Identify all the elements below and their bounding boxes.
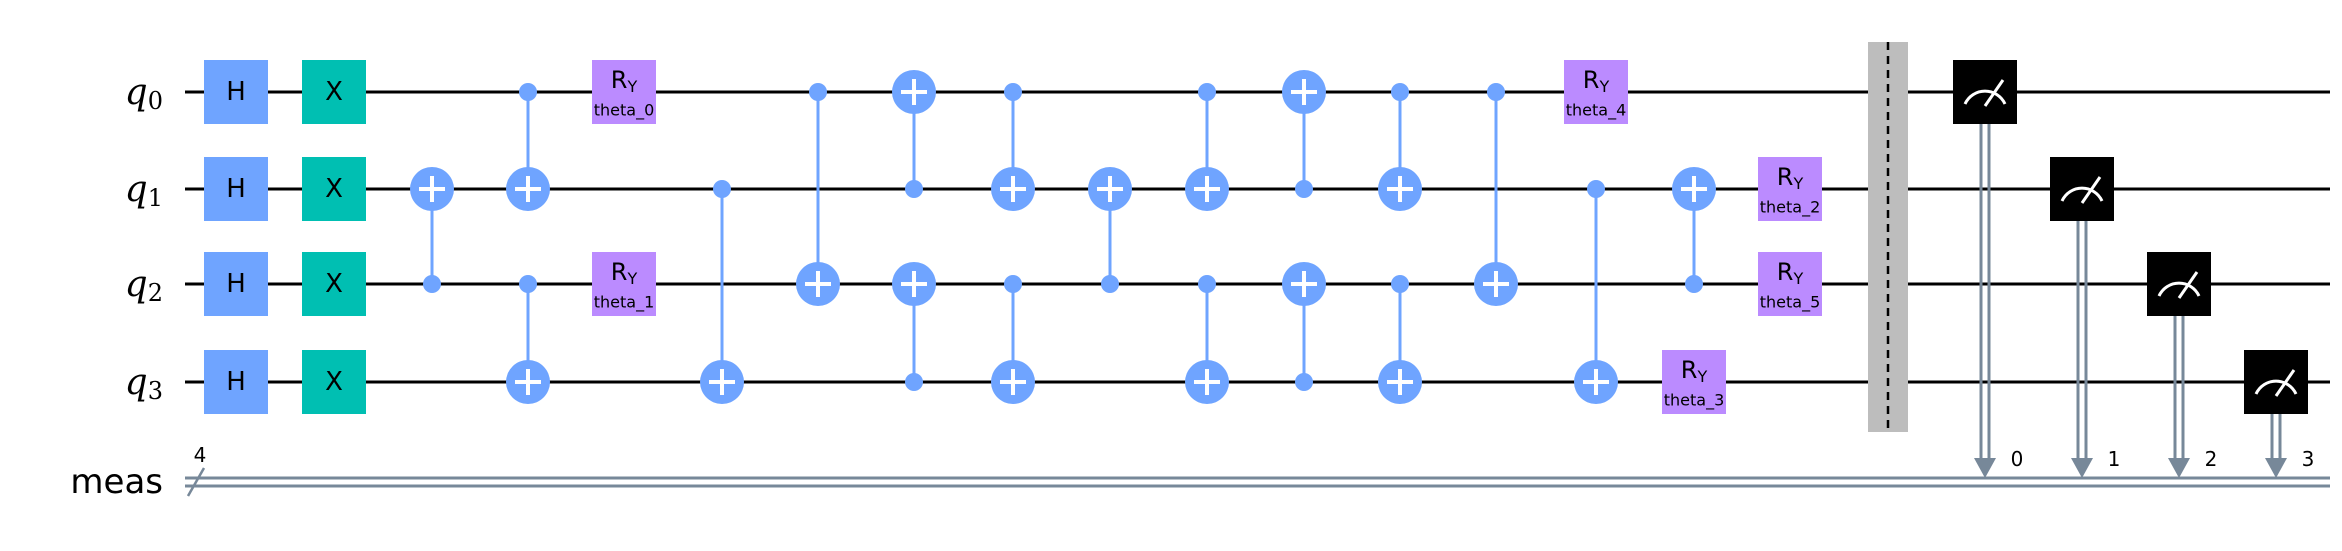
hadamard-gate[interactable] bbox=[204, 252, 268, 316]
ry-gate[interactable] bbox=[1758, 252, 1822, 316]
hadamard-gate[interactable] bbox=[204, 60, 268, 124]
ry-gate-parameter: theta_4 bbox=[1566, 101, 1627, 121]
control-dot[interactable] bbox=[423, 275, 441, 293]
meter-needle-icon bbox=[2080, 176, 2102, 204]
control-dot[interactable] bbox=[1004, 275, 1022, 293]
ry-gate-label: RY bbox=[611, 66, 638, 96]
pauli-x-gate[interactable] bbox=[302, 350, 366, 414]
ry-gate[interactable] bbox=[592, 252, 656, 316]
qubit-label-2: q2 bbox=[125, 264, 163, 308]
control-dot[interactable] bbox=[1101, 275, 1119, 293]
control-dot[interactable] bbox=[1295, 373, 1313, 391]
register-slash bbox=[186, 467, 206, 497]
control-dot[interactable] bbox=[1198, 275, 1216, 293]
pauli-x-label: X bbox=[325, 77, 343, 107]
control-dot[interactable] bbox=[1487, 83, 1505, 101]
hadamard-label: H bbox=[226, 367, 246, 397]
ry-gate-parameter: theta_0 bbox=[594, 101, 655, 121]
ry-gate-parameter: theta_1 bbox=[594, 293, 655, 313]
control-dot[interactable] bbox=[1198, 83, 1216, 101]
pauli-x-label: X bbox=[325, 367, 343, 397]
meter-arc-icon bbox=[2157, 281, 2201, 297]
qubit-label-0: q0 bbox=[125, 72, 163, 116]
meter-needle-icon bbox=[2274, 369, 2296, 397]
hadamard-gate[interactable] bbox=[204, 350, 268, 414]
measure-bit-index: 0 bbox=[2011, 447, 2024, 471]
meter-arc-icon bbox=[2060, 186, 2104, 202]
ry-gate[interactable] bbox=[1564, 60, 1628, 124]
control-dot[interactable] bbox=[905, 373, 923, 391]
measure-bit-index: 1 bbox=[2108, 447, 2121, 471]
measure-arrowhead bbox=[2071, 458, 2093, 478]
pauli-x-gate[interactable] bbox=[302, 60, 366, 124]
control-dot[interactable] bbox=[1004, 83, 1022, 101]
ry-gate[interactable] bbox=[1758, 157, 1822, 221]
control-dot[interactable] bbox=[1391, 275, 1409, 293]
control-dot[interactable] bbox=[519, 83, 537, 101]
control-dot[interactable] bbox=[1587, 180, 1605, 198]
meter-needle-icon bbox=[1983, 79, 2005, 107]
ry-gate-parameter: theta_2 bbox=[1760, 198, 1821, 218]
pauli-x-gate[interactable] bbox=[302, 252, 366, 316]
ry-gate[interactable] bbox=[1662, 350, 1726, 414]
ry-gate-parameter: theta_3 bbox=[1664, 391, 1725, 411]
measure-arrowhead bbox=[1974, 458, 1996, 478]
ry-gate-parameter: theta_5 bbox=[1760, 293, 1821, 313]
measure-bit-index: 3 bbox=[2302, 447, 2315, 471]
meter-arc-icon bbox=[1963, 89, 2007, 105]
register-size-label: 4 bbox=[194, 443, 207, 467]
control-dot[interactable] bbox=[1685, 275, 1703, 293]
control-dot[interactable] bbox=[519, 275, 537, 293]
qubit-label-3: q3 bbox=[125, 362, 163, 406]
ry-gate-label: RY bbox=[1777, 163, 1804, 193]
control-dot[interactable] bbox=[1391, 83, 1409, 101]
pauli-x-label: X bbox=[325, 269, 343, 299]
measure-arrowhead bbox=[2168, 458, 2190, 478]
ry-gate[interactable] bbox=[592, 60, 656, 124]
ry-gate-label: RY bbox=[1681, 356, 1708, 386]
classical-register-label: meas bbox=[70, 462, 163, 502]
control-dot[interactable] bbox=[713, 180, 731, 198]
measure-arrowhead bbox=[2265, 458, 2287, 478]
hadamard-label: H bbox=[226, 77, 246, 107]
hadamard-label: H bbox=[226, 174, 246, 204]
qubit-label-1: q1 bbox=[125, 169, 163, 213]
control-dot[interactable] bbox=[905, 180, 923, 198]
pauli-x-gate[interactable] bbox=[302, 157, 366, 221]
ry-gate-label: RY bbox=[611, 258, 638, 288]
ry-gate-label: RY bbox=[1777, 258, 1804, 288]
meter-needle-icon bbox=[2177, 271, 2199, 299]
ry-gate-label: RY bbox=[1583, 66, 1610, 96]
control-dot[interactable] bbox=[809, 83, 827, 101]
measure-bit-index: 2 bbox=[2205, 447, 2218, 471]
hadamard-label: H bbox=[226, 269, 246, 299]
pauli-x-label: X bbox=[325, 174, 343, 204]
control-dot[interactable] bbox=[1295, 180, 1313, 198]
meter-arc-icon bbox=[2254, 379, 2298, 395]
hadamard-gate[interactable] bbox=[204, 157, 268, 221]
